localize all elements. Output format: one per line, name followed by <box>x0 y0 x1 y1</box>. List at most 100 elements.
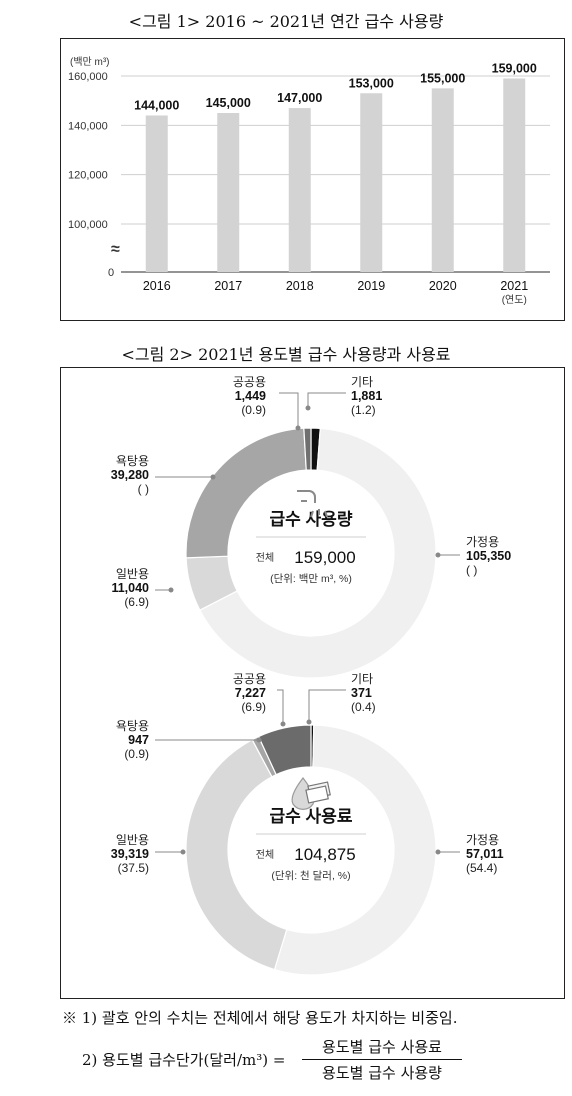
segment-value-label: 7,227 <box>235 686 266 700</box>
x-tick-label: 2017 <box>214 279 242 293</box>
bar <box>145 115 168 272</box>
segment-pct-label: ( ) <box>138 482 149 496</box>
y-tick-label: 100,000 <box>68 219 108 231</box>
segment-name-label: 욕탕용 <box>116 454 149 468</box>
segment-value-label: 371 <box>351 686 372 700</box>
unit-label: (단위: 백만 m³, %) <box>270 572 352 585</box>
bar-value-label: 155,000 <box>420 71 465 85</box>
donut-slice <box>185 738 288 971</box>
x-tick-label: 2020 <box>429 279 457 293</box>
bar-chart-panel: 160,000 140,000 120,000 100,000 0 ≈ (백만 m³) 144… <box>60 38 565 321</box>
x-axis-label: (연도) <box>502 294 527 306</box>
segment-pct-label: (1.2) <box>351 403 376 417</box>
segment-value-label: 1,881 <box>351 389 382 403</box>
figure2-title: <그림 2> 2021년 용도별 급수 사용량과 사용료 <box>121 345 451 364</box>
faucet-icon-path <box>297 490 316 503</box>
fraction-numerator: 용도별 급수 사용료 <box>302 1036 462 1060</box>
donut-slice <box>273 724 437 976</box>
donut-slice <box>303 427 312 471</box>
figure1-title: <그림 1> 2016 ~ 2021년 연간 급수 사용량 <box>128 12 444 31</box>
donut-slice <box>199 427 437 679</box>
segment-name-label: 가정용 <box>466 535 499 549</box>
segment-value-label: 57,011 <box>466 847 504 861</box>
bar <box>431 88 454 272</box>
water-drop-money-icon <box>291 777 331 810</box>
y-tick-label: 160,000 <box>68 71 108 83</box>
bar-chart: 160,000 140,000 120,000 100,000 0 ≈ (백만 m³) 144… <box>68 56 550 306</box>
leader-dot <box>295 425 301 431</box>
bar <box>217 113 240 272</box>
faucet-icon <box>297 490 328 518</box>
leader-dot <box>306 719 312 725</box>
segment-value-label: 11,040 <box>111 581 149 595</box>
segment-name-label: 공공용 <box>233 375 266 389</box>
segment-name-label: 공공용 <box>233 672 266 686</box>
x-tick-label: 2019 <box>357 279 385 293</box>
segment-pct-label: ( ) <box>466 563 477 577</box>
leader-dot <box>435 849 441 855</box>
water-drops-path <box>310 509 328 518</box>
segment-pct-label: (0.4) <box>351 700 376 714</box>
y-tick-label: 120,000 <box>68 170 108 182</box>
total-label: 전체 <box>256 849 274 861</box>
segment-value-label: 105,350 <box>466 549 511 563</box>
segment-name-label: 욕탕용 <box>116 719 149 733</box>
segment-value-label: 1,449 <box>235 389 266 403</box>
donut-slice <box>185 427 307 559</box>
fraction-denominator: 용도별 급수 사용량 <box>322 1064 442 1082</box>
segment-value-label: 39,319 <box>111 847 149 861</box>
segment-name-label: 가정용 <box>466 833 499 847</box>
y-tick-label: 0 <box>108 267 114 279</box>
leader-dot <box>435 552 441 558</box>
leader-dot <box>210 474 216 480</box>
bar <box>503 78 526 272</box>
footnote-1: ※ 1) 괄호 안의 수치는 전체에서 해당 용도가 차지하는 비중임. <box>62 1009 458 1027</box>
leader-line <box>277 689 284 724</box>
bar <box>288 108 311 272</box>
leader-dot <box>305 405 311 411</box>
x-tick-label: 2021 <box>500 279 528 293</box>
leader-dot <box>180 849 186 855</box>
segment-name-label: 기타 <box>351 672 373 686</box>
total-value: 104,875 <box>294 845 355 864</box>
x-tick-label: 2018 <box>286 279 314 293</box>
segment-name-label: 기타 <box>351 375 373 389</box>
leader-line <box>279 392 299 428</box>
total-label: 전체 <box>256 552 274 564</box>
y-tick-label: 140,000 <box>68 120 108 132</box>
footnote-2-fraction: 용도별 급수 사용료 용도별 급수 사용량 <box>302 1036 462 1083</box>
total-value: 159,000 <box>294 548 355 567</box>
segment-pct-label: (37.5) <box>118 861 149 875</box>
x-tick-label: 2016 <box>143 279 171 293</box>
segment-pct-label: (6.9) <box>241 700 266 714</box>
segment-pct-label: (6.9) <box>124 595 149 609</box>
bar <box>360 93 383 272</box>
segment-name-label: 일반용 <box>116 833 149 847</box>
segment-pct-label: (54.4) <box>466 861 497 875</box>
donut-center-title: 급수 사용료 <box>270 807 353 826</box>
banknote-shape <box>305 785 329 804</box>
donut-center-title: 급수 사용량 <box>270 510 353 529</box>
leader-dot <box>168 587 174 593</box>
bar-value-label: 147,000 <box>277 91 322 105</box>
segment-value-label: 39,280 <box>111 468 149 482</box>
unit-label: (단위: 천 달러, %) <box>271 869 350 882</box>
bar-value-label: 145,000 <box>206 96 251 110</box>
bar-value-label: 144,000 <box>134 98 179 112</box>
segment-value-label: 947 <box>128 733 149 747</box>
segment-pct-label: (0.9) <box>241 403 266 417</box>
axis-break-symbol: ≈ <box>111 241 120 258</box>
leader-line <box>308 689 346 722</box>
bar-value-label: 159,000 <box>492 61 537 75</box>
bar-value-label: 153,000 <box>349 76 394 90</box>
donut-charts-panel: 급수 사용량 전체 159,000 (단위: 백만 m³, %) 가정용 105,350(… <box>60 367 565 999</box>
donut-slice <box>257 724 312 776</box>
segment-name-label: 일반용 <box>116 567 149 581</box>
segment-pct-label: (0.9) <box>124 747 149 761</box>
footnote-2-label: 2) 용도별 급수단가(달러/m³) = <box>82 1051 286 1069</box>
y-axis-label: (백만 m³) <box>70 56 110 68</box>
leader-line <box>307 392 346 408</box>
